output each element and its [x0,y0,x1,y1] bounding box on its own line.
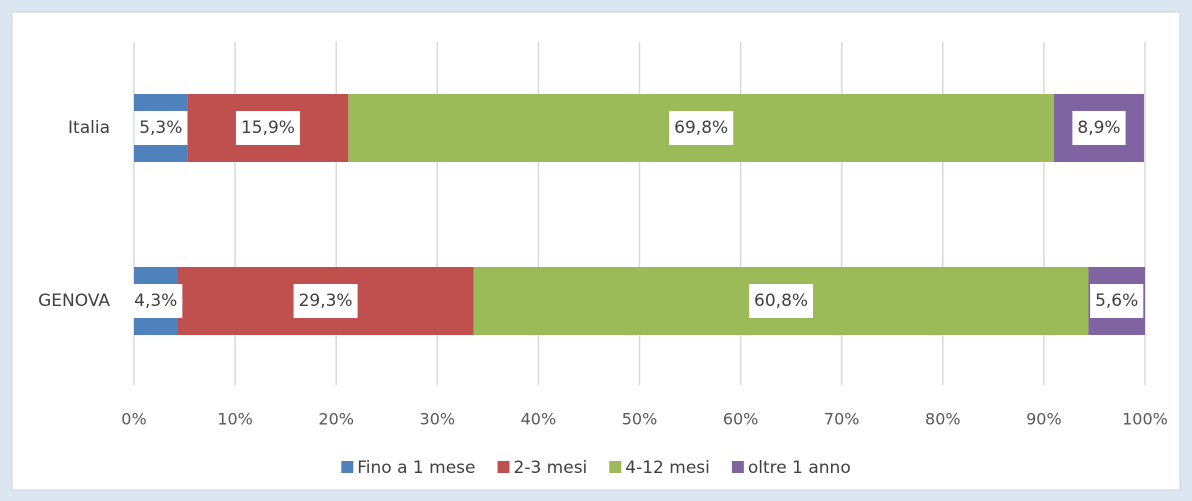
legend-label: Fino a 1 mese [357,458,475,478]
legend-label: 2-3 mesi [514,458,588,478]
x-tick-label: 0% [121,410,146,429]
label-box [235,111,300,145]
label-box [1072,111,1126,145]
legend-swatch [609,461,622,473]
x-tick-label: 90% [1026,410,1062,429]
x-tick-label: 10% [217,410,253,429]
legend-swatch [497,461,510,473]
x-tick-label: 40% [521,410,557,429]
legend-swatch [341,461,354,473]
label-box [749,284,814,318]
data-label: 15,9% [241,118,295,138]
y-tick-label: GENOVA [38,291,110,311]
y-tick-label: Italia [68,118,110,138]
data-label: 69,8% [674,118,728,138]
x-tick-label: 30% [420,410,456,429]
label-box [134,111,188,145]
x-tick-label: 70% [824,410,860,429]
legend-label: 4-12 mesi [625,458,710,478]
x-tick-label: 100% [1122,410,1168,429]
data-label: 8,9% [1077,118,1120,138]
label-box [293,284,358,318]
label-box [1090,284,1144,318]
chart-panel [11,11,1181,491]
x-tick-label: 80% [925,410,961,429]
legend-swatch [731,461,744,473]
data-label: 5,6% [1095,291,1138,311]
x-tick-label: 50% [622,410,658,429]
label-box [669,111,734,145]
data-label: 4,3% [134,291,177,311]
legend-label: oltre 1 anno [748,458,851,478]
label-box [129,284,183,318]
data-label: 60,8% [754,291,808,311]
data-label: 5,3% [139,118,182,138]
x-tick-label: 20% [318,410,354,429]
x-tick-label: 60% [723,410,759,429]
data-label: 29,3% [299,291,353,311]
